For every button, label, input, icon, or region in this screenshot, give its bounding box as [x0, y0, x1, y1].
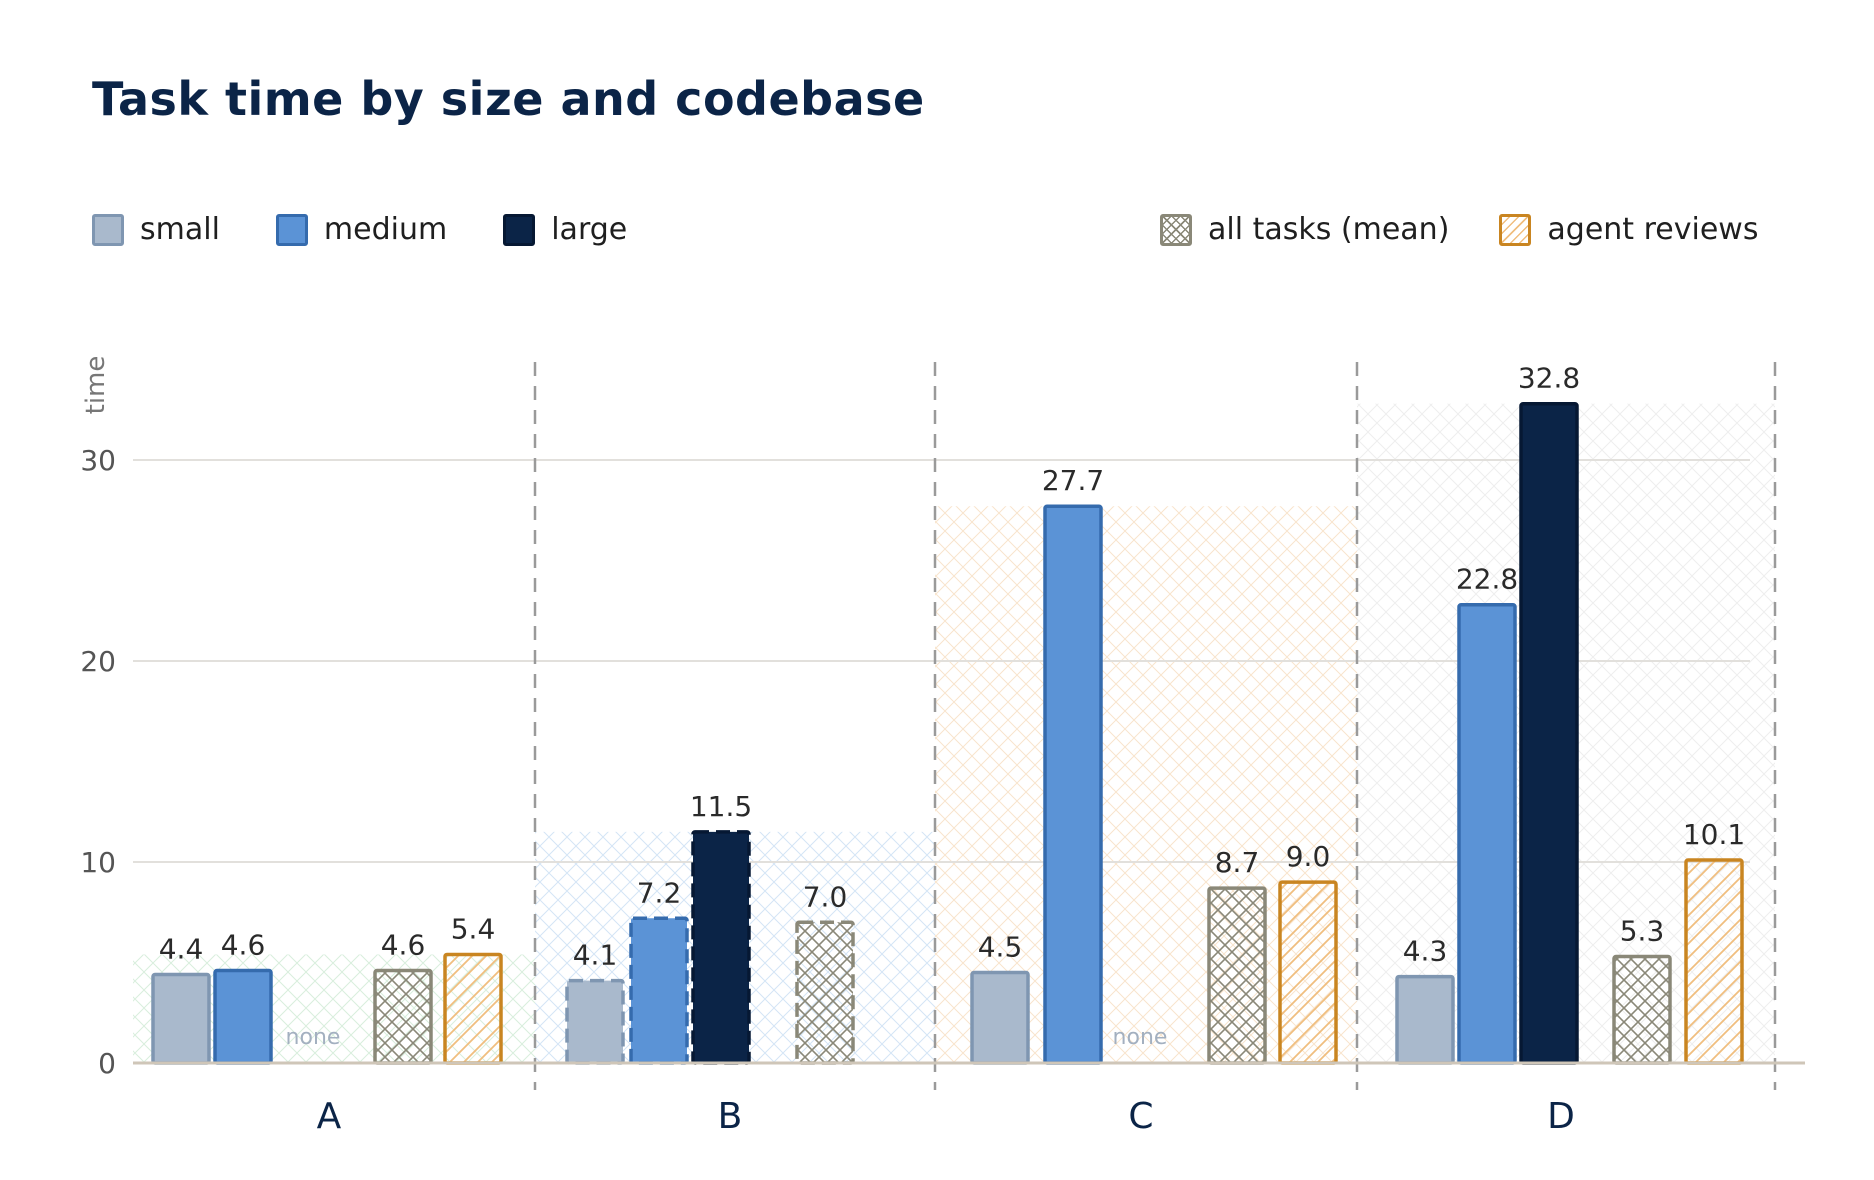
legend-swatch-medium — [275, 213, 308, 246]
y-axis: 0 10 20 30 time — [80, 356, 116, 1080]
legend-item-agent-reviews: agent reviews — [1499, 212, 1758, 247]
missing-label: none — [1113, 1025, 1168, 1050]
y-tick-label: 20 — [80, 645, 116, 678]
bar-all-tasks-c — [1207, 886, 1267, 1065]
data-label-large-d: 32.8 — [1518, 362, 1580, 395]
legend-swatch-large — [503, 213, 536, 246]
group-separators — [533, 362, 1777, 1090]
missing-label: none — [286, 1025, 341, 1050]
bar-all-tasks-a — [373, 968, 433, 1065]
data-label-agent-reviews-c: 9.0 — [1286, 840, 1331, 873]
bar-medium-c — [1043, 504, 1103, 1065]
bar-medium-a — [213, 968, 273, 1065]
bar-medium-b — [629, 916, 689, 1065]
legend-item-all-tasks: all tasks (mean) — [1160, 212, 1449, 247]
legend-item-medium: medium — [275, 212, 448, 247]
legend-label-medium: medium — [323, 212, 448, 247]
legend-swatch-agent-reviews — [1499, 213, 1532, 246]
legend-label-agent-reviews: agent reviews — [1547, 212, 1759, 247]
x-tick-label-d: D — [1547, 1096, 1575, 1137]
bar-large-d — [1519, 401, 1579, 1065]
data-label-medium-b: 7.2 — [637, 876, 682, 909]
x-tick-label-a: A — [317, 1096, 342, 1137]
data-label-medium-d: 22.8 — [1456, 563, 1518, 596]
data-label-large-b: 11.5 — [690, 790, 752, 823]
data-label-small-c: 4.5 — [978, 931, 1023, 964]
y-axis-label: time — [81, 356, 111, 415]
x-axis: A B C D — [133, 1061, 1805, 1137]
y-tick-label: 10 — [80, 846, 116, 879]
bar-all-tasks-d — [1612, 954, 1672, 1065]
bar-large-b — [691, 830, 751, 1065]
data-label-small-a: 4.4 — [159, 933, 204, 966]
bar-agent-reviews-c — [1278, 880, 1338, 1065]
bar-medium-d — [1457, 602, 1517, 1065]
legend-label-small: small — [140, 212, 220, 247]
bar-agent-reviews-d — [1684, 858, 1744, 1065]
data-label-medium-c: 27.7 — [1042, 464, 1104, 497]
x-tick-label-c: C — [1128, 1096, 1153, 1137]
bar-small-b — [565, 978, 625, 1065]
data-labels: 4.4 4.6 none 4.6 5.4 4.1 7.2 11.5 7.0 4.5 27.7 none… — [159, 362, 1745, 1050]
bar-all-tasks-b — [795, 920, 855, 1065]
y-tick-label: 0 — [98, 1047, 116, 1080]
bars — [151, 401, 1744, 1065]
legend-sizes: small medium large — [92, 212, 669, 247]
data-label-all-tasks-a: 4.6 — [381, 929, 426, 962]
legend-label-large: large — [551, 212, 628, 247]
data-label-all-tasks-d: 5.3 — [1620, 914, 1665, 947]
legend-swatch-all-tasks — [1160, 213, 1192, 246]
data-label-agent-reviews-a: 5.4 — [451, 912, 496, 945]
legend-item-small: small — [92, 212, 220, 247]
legend-aggregates: all tasks (mean) agent reviews — [1154, 212, 1788, 247]
bar-agent-reviews-a — [443, 952, 503, 1065]
chart-title: Task time by size and codebase — [92, 72, 925, 126]
data-label-small-d: 4.3 — [1403, 935, 1448, 968]
data-label-all-tasks-c: 8.7 — [1215, 846, 1260, 879]
legend-label-all-tasks: all tasks (mean) — [1208, 212, 1450, 247]
bar-small-c — [970, 970, 1030, 1065]
data-label-small-b: 4.1 — [573, 939, 618, 972]
legend-swatch-small — [92, 213, 124, 246]
data-label-medium-a: 4.6 — [221, 929, 266, 962]
y-tick-label: 30 — [80, 444, 116, 477]
data-label-all-tasks-b: 7.0 — [803, 880, 848, 913]
x-tick-label-b: B — [718, 1096, 743, 1137]
legend-item-large: large — [503, 212, 627, 247]
bar-small-a — [151, 972, 211, 1065]
data-label-agent-reviews-d: 10.1 — [1683, 818, 1745, 851]
bar-small-d — [1395, 974, 1455, 1065]
